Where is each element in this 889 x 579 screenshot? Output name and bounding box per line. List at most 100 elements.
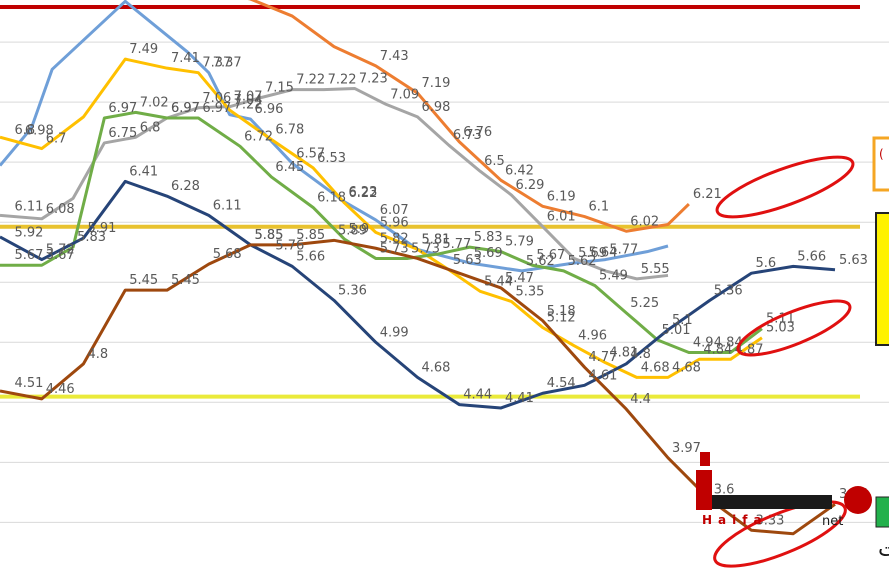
data-label: 5.25 bbox=[630, 296, 659, 311]
data-label: 6.97 bbox=[202, 101, 231, 116]
data-label: 5.69 bbox=[474, 246, 503, 261]
data-label: 5.89 bbox=[338, 223, 367, 238]
data-label: 6.1 bbox=[589, 200, 610, 215]
data-label: 6.98 bbox=[25, 124, 54, 139]
data-label: 5.79 bbox=[505, 235, 534, 250]
data-label: 7.37 bbox=[213, 56, 242, 71]
data-label: 7.07 bbox=[234, 90, 263, 105]
data-label: 5.63 bbox=[453, 253, 482, 268]
data-label: 5.11 bbox=[766, 312, 795, 327]
data-label: 6.73 bbox=[453, 128, 482, 143]
data-label: 4.8 bbox=[88, 347, 109, 362]
series-line bbox=[247, 0, 690, 233]
data-label: 6.41 bbox=[129, 164, 158, 179]
data-label: 6.57 bbox=[296, 146, 325, 161]
data-label: 6.19 bbox=[547, 189, 576, 204]
data-label: 6.96 bbox=[255, 102, 284, 117]
data-label: 4.4 bbox=[630, 392, 651, 407]
data-label: 6.23 bbox=[348, 185, 377, 200]
data-label: 6.75 bbox=[108, 126, 137, 141]
series-line bbox=[0, 87, 669, 281]
data-label: 5.36 bbox=[338, 283, 367, 298]
data-label: 5.12 bbox=[547, 311, 576, 326]
data-label: 6.08 bbox=[46, 202, 75, 217]
data-label: 3.97 bbox=[672, 441, 701, 456]
data-label: 6.97 bbox=[108, 101, 137, 116]
data-label: 6.7 bbox=[46, 132, 67, 147]
data-label: 4.8 bbox=[630, 347, 651, 362]
series-line bbox=[0, 238, 836, 536]
highlight-ellipse-middle bbox=[736, 299, 852, 357]
data-label: 7.49 bbox=[129, 42, 158, 57]
logo-mark-circle bbox=[844, 486, 872, 514]
data-label: 6.97 bbox=[171, 101, 200, 116]
data-label: 5.49 bbox=[599, 269, 628, 284]
data-label: 6.97 bbox=[171, 101, 200, 116]
data-labels: 6.987.377.226.966.576.236.075.815.695.62… bbox=[14, 42, 868, 528]
data-label: 7.04 bbox=[234, 93, 263, 108]
series-lines bbox=[0, 0, 836, 536]
logo-mark-dark bbox=[712, 495, 832, 509]
data-label: 5.6 bbox=[756, 256, 777, 271]
data-label: 5.03 bbox=[766, 321, 795, 336]
data-label: 5.35 bbox=[515, 284, 544, 299]
data-label: 7.22 bbox=[296, 73, 325, 88]
data-label: 6.45 bbox=[275, 160, 304, 175]
data-label: 5.85 bbox=[255, 228, 284, 243]
right-box-yellow bbox=[875, 212, 889, 346]
data-label: 5.69 bbox=[578, 246, 607, 261]
data-label: 5.91 bbox=[88, 221, 117, 236]
right-box-green bbox=[875, 496, 889, 528]
data-label: 5.62 bbox=[568, 254, 597, 269]
data-label: 6.76 bbox=[463, 125, 492, 140]
data-label: 5.83 bbox=[474, 230, 503, 245]
data-label: 3.6 bbox=[714, 483, 735, 498]
data-label: 6.28 bbox=[171, 179, 200, 194]
data-label: 6.8 bbox=[140, 120, 161, 135]
data-label: 6.01 bbox=[547, 210, 576, 225]
data-label: 5.66 bbox=[296, 249, 325, 264]
data-label: 5.96 bbox=[380, 215, 409, 230]
data-label: 5.73 bbox=[380, 241, 409, 256]
data-label: 4.54 bbox=[547, 376, 576, 391]
data-label: 5.67 bbox=[14, 248, 43, 263]
watermark-logo: Haifa net موقـع حيفـانت bbox=[696, 452, 889, 562]
series-line bbox=[0, 0, 669, 273]
data-label: 5.77 bbox=[442, 237, 471, 252]
data-label: 5.68 bbox=[213, 247, 242, 262]
series-line bbox=[0, 57, 763, 379]
data-label: 5.45 bbox=[129, 273, 158, 288]
data-label: 7.06 bbox=[202, 91, 231, 106]
data-label: 5.01 bbox=[662, 323, 691, 338]
right-box-orange bbox=[872, 136, 889, 192]
data-label: 7.02 bbox=[140, 95, 169, 110]
data-label: 5.92 bbox=[14, 226, 43, 241]
data-label: 3.33 bbox=[756, 513, 785, 528]
reference-lines bbox=[0, 5, 860, 399]
highlight-ellipse-top bbox=[715, 155, 855, 219]
data-label: 7.23 bbox=[359, 72, 388, 87]
data-label: 7.41 bbox=[171, 51, 200, 66]
data-label: 5.64 bbox=[589, 246, 618, 261]
logo-mark-red bbox=[696, 470, 712, 510]
data-label: 6.72 bbox=[244, 129, 273, 144]
data-label: 4.81 bbox=[609, 346, 638, 361]
data-label: 7.37 bbox=[202, 56, 231, 71]
data-label: 5.45 bbox=[171, 273, 200, 288]
data-label: 4.9 bbox=[693, 335, 714, 350]
highlight-ellipses bbox=[713, 155, 855, 568]
data-label: 6.78 bbox=[275, 123, 304, 138]
data-label: 5.47 bbox=[505, 271, 534, 286]
data-label: 6.98 bbox=[422, 100, 451, 115]
data-label: 4.68 bbox=[422, 360, 451, 375]
data-label: 5.9 bbox=[348, 222, 369, 237]
watermark-net: net bbox=[822, 514, 843, 529]
data-label: 4.61 bbox=[589, 368, 618, 383]
data-label: 4.99 bbox=[380, 325, 409, 340]
data-label: 6.22 bbox=[348, 186, 377, 201]
data-label: 5.36 bbox=[714, 283, 743, 298]
data-label: 6.02 bbox=[630, 214, 659, 229]
data-label: 6.5 bbox=[484, 154, 505, 169]
data-label: 4.68 bbox=[641, 360, 670, 375]
data-label: 7.15 bbox=[265, 81, 294, 96]
